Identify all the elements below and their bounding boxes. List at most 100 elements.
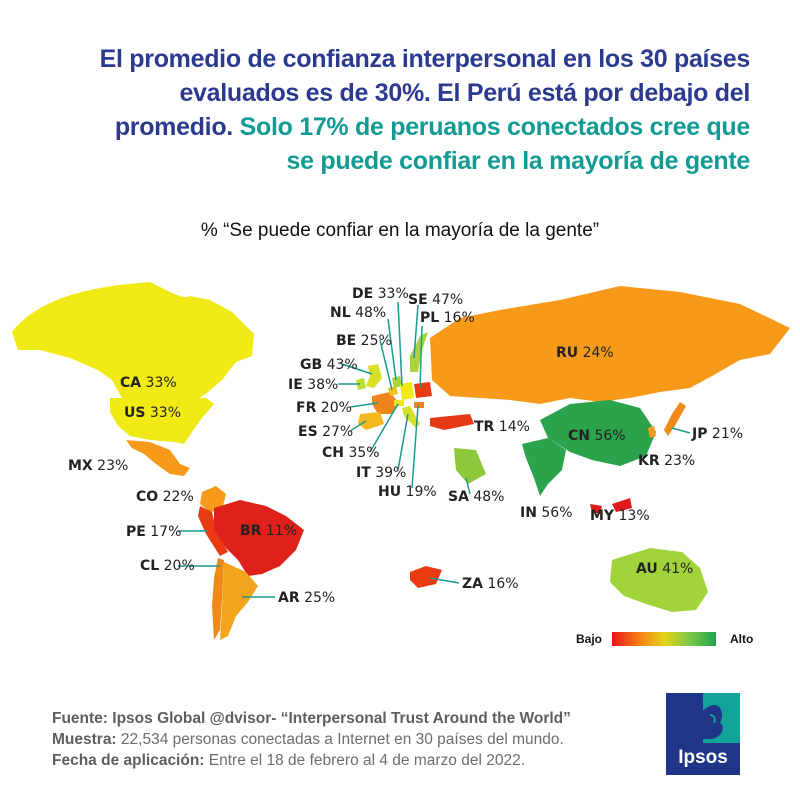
label-value: 20%	[159, 558, 195, 574]
label-value: 20%	[316, 400, 352, 416]
label-be: BE 25%	[336, 333, 392, 349]
leader-line-es	[349, 420, 367, 432]
legend-low: Bajo	[576, 632, 603, 646]
label-code: RU	[556, 345, 579, 361]
leader-line-za	[429, 577, 460, 584]
label-code: HU	[378, 484, 402, 500]
map-title: % “Se puede confiar en la mayoría de la …	[200, 220, 600, 241]
label-code: DE	[352, 286, 374, 302]
label-my: MY 13%	[590, 508, 650, 524]
label-de: DE 33%	[352, 286, 409, 302]
label-ie: IE 38%	[288, 377, 338, 393]
label-code: AR	[278, 590, 300, 606]
headline: El promedio de confianza interpersonal e…	[50, 42, 751, 178]
label-value: 23%	[92, 458, 129, 474]
country-nl	[392, 376, 402, 388]
label-cl: CL 20%	[140, 558, 195, 574]
label-code: CO	[136, 489, 159, 505]
label-value: 33%	[145, 405, 182, 421]
label-code: CA	[120, 375, 142, 391]
label-code: FR	[296, 400, 317, 416]
country-it	[402, 406, 420, 428]
label-code: ES	[298, 424, 318, 440]
label-code: IT	[356, 465, 371, 481]
label-value: 33%	[141, 375, 177, 391]
label-code: SE	[408, 292, 428, 308]
label-ar: AR 25%	[278, 590, 335, 606]
label-co: CO 22%	[136, 489, 194, 505]
legend-high: Alto	[730, 632, 754, 646]
world-map	[12, 282, 790, 640]
headline-line-2: evaluados es de 30%. El Perú está por de…	[179, 79, 750, 107]
country-de	[400, 382, 414, 400]
country-ru	[430, 286, 790, 404]
label-value: 11%	[261, 523, 298, 539]
label-code: ZA	[462, 576, 483, 592]
label-in: IN 56%	[520, 505, 573, 521]
label-hu: HU 19%	[378, 484, 437, 500]
label-pl: PL 16%	[420, 310, 475, 326]
footer-sample: Muestra: 22,534 personas conectadas a In…	[52, 731, 564, 748]
leader-line-sa	[465, 477, 471, 495]
country-hu	[414, 402, 424, 408]
label-value: 27%	[317, 424, 354, 440]
logo-text: Ipsos	[678, 747, 728, 768]
headline-line-4: se puede confiar en la mayoría de gente	[286, 147, 751, 175]
label-value: 48%	[350, 305, 387, 321]
leader-line-hu	[411, 405, 419, 489]
label-ca: CA 33%	[120, 375, 177, 391]
leader-line-it	[397, 413, 409, 471]
label-gb: GB 43%	[300, 357, 358, 373]
label-sa: SA 48%	[448, 489, 505, 505]
leader-line-fr	[349, 402, 379, 408]
label-value: 41%	[657, 561, 694, 577]
country-cn	[540, 400, 656, 466]
country-au	[610, 548, 708, 612]
label-value: 39%	[370, 465, 407, 481]
country-es	[358, 412, 384, 430]
ipsos-logo: Ipsos	[666, 693, 740, 775]
country-pe	[198, 506, 228, 556]
legend-color-scale	[612, 632, 716, 646]
leader-line-nl	[387, 318, 397, 381]
label-it: IT 39%	[356, 465, 406, 481]
label-us: US 33%	[124, 405, 181, 421]
label-code: TR	[474, 419, 495, 435]
label-br: BR 11%	[240, 523, 297, 539]
country-in	[522, 438, 566, 496]
label-code: NL	[330, 305, 351, 321]
label-code: BE	[336, 333, 357, 349]
country-za	[410, 566, 442, 588]
label-code: BR	[240, 523, 262, 539]
leader-line-pl	[419, 325, 423, 389]
country-be	[388, 386, 398, 396]
country-sa	[454, 448, 486, 484]
country-co	[200, 486, 226, 512]
leader-line-ch	[369, 403, 399, 453]
leader-line-se	[413, 304, 419, 359]
country-tr	[430, 414, 474, 430]
country-gb	[366, 364, 382, 388]
label-value: 33%	[373, 286, 409, 302]
label-code: CN	[568, 428, 590, 444]
label-jp: JP 21%	[692, 426, 743, 442]
label-value: 16%	[483, 576, 519, 592]
label-nl: NL 48%	[330, 305, 386, 321]
label-code: JP	[692, 426, 708, 442]
label-code: US	[124, 405, 146, 421]
country-br	[214, 500, 304, 576]
label-value: 56%	[590, 428, 626, 444]
headline-line-3-teal: Solo 17% de peruanos conectados cree que	[239, 113, 751, 141]
label-value: 22%	[158, 489, 194, 505]
country-us	[110, 398, 214, 444]
label-value: 23%	[659, 453, 696, 469]
label-value: 38%	[302, 377, 339, 393]
label-code: MX	[68, 458, 93, 474]
country-mx	[126, 440, 190, 476]
country-fr	[372, 392, 398, 414]
label-code: CH	[322, 445, 344, 461]
country-ch	[394, 400, 404, 406]
label-code: SA	[448, 489, 469, 505]
label-value: 17%	[145, 524, 182, 540]
label-value: 48%	[468, 489, 505, 505]
